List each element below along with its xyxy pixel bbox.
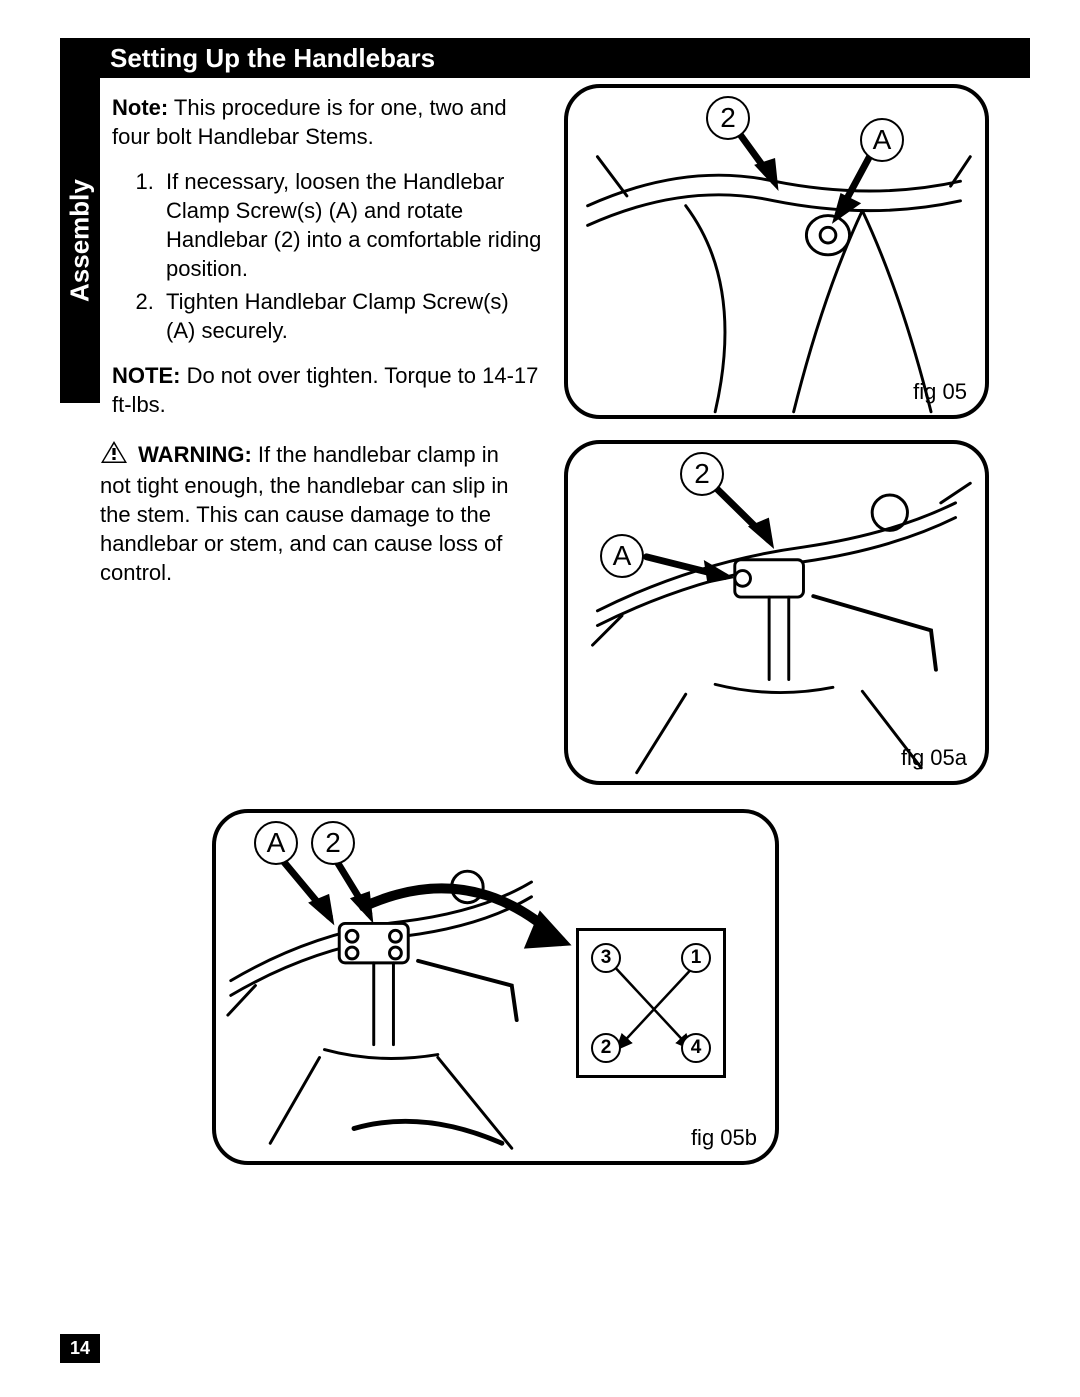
note-label: Note: <box>112 95 168 120</box>
figure-05-caption: fig 05 <box>913 379 967 405</box>
section-title: Setting Up the Handlebars <box>110 43 435 74</box>
callout-2: 2 <box>311 821 355 865</box>
bolt-2: 2 <box>591 1033 621 1063</box>
bolt-4: 4 <box>681 1033 711 1063</box>
page-number: 14 <box>60 1334 100 1363</box>
callout-2: 2 <box>706 96 750 140</box>
step-1: If necessary, loosen the Handlebar Clamp… <box>160 167 542 283</box>
instruction-text: Note: This procedure is for one, two and… <box>112 93 542 435</box>
figure-05: 2 A fig 05 <box>564 84 989 419</box>
callout-a: A <box>254 821 298 865</box>
callout-a: A <box>860 118 904 162</box>
figure-05b-caption: fig 05b <box>691 1125 757 1151</box>
bolt-1: 1 <box>681 943 711 973</box>
callout-a: A <box>600 534 644 578</box>
warning-block: WARNING: If the handlebar clamp in not t… <box>100 440 530 587</box>
figure-05a-caption: fig 05a <box>901 745 967 771</box>
callout-2: 2 <box>680 452 724 496</box>
note-text: This procedure is for one, two and four … <box>112 95 507 149</box>
bolt-3: 3 <box>591 943 621 973</box>
warning-paragraph: WARNING: If the handlebar clamp in not t… <box>100 440 530 587</box>
intro-note: Note: This procedure is for one, two and… <box>112 93 542 151</box>
bolt-sequence-diagram: 3 1 2 4 <box>576 928 726 1078</box>
side-tab-assembly: Assembly <box>60 78 100 403</box>
steps-list: If necessary, loosen the Handlebar Clamp… <box>112 167 542 345</box>
figure-05b: A 2 3 1 2 4 fig 05b <box>212 809 779 1165</box>
torque-label: NOTE: <box>112 363 180 388</box>
torque-note: NOTE: Do not over tighten. Torque to 14-… <box>112 361 542 419</box>
step-2: Tighten Handlebar Clamp Screw(s) (A) sec… <box>160 287 542 345</box>
figure-05a: 2 A fig 05a <box>564 440 989 785</box>
section-header: Setting Up the Handlebars <box>60 38 1030 78</box>
warning-icon <box>100 440 128 471</box>
side-tab-label: Assembly <box>65 179 96 302</box>
figure-05a-illustration <box>568 444 985 783</box>
figure-05-illustration <box>568 88 985 417</box>
warning-label: WARNING: <box>138 442 252 467</box>
